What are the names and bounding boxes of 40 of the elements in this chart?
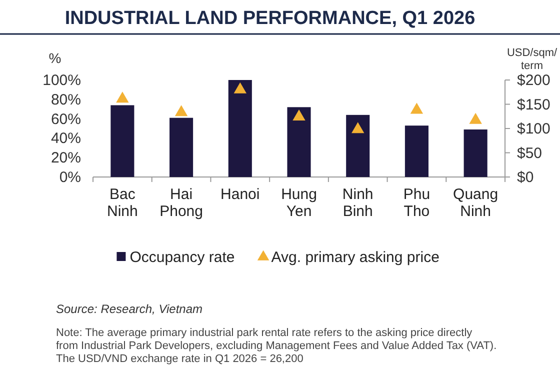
y2-tick-label: $50 [517, 144, 542, 162]
legend-label: Avg. primary asking price [271, 249, 440, 266]
y-tick-label: 100% [42, 72, 81, 89]
bar [228, 80, 252, 177]
bar [287, 107, 311, 177]
bar [464, 129, 488, 177]
y2-tick-label: $0 [517, 169, 534, 186]
y2-tick-label: $200 [517, 72, 550, 89]
point [234, 82, 246, 94]
bar [110, 105, 134, 177]
y-tick-label: 60% [50, 110, 81, 128]
point [469, 112, 482, 124]
y-axis-title: % [48, 50, 62, 66]
text: The USD/VND exchange rate in Q1 2026 = 26,200 [56, 353, 304, 365]
point [410, 102, 424, 114]
legend-label: Occupancy rate [130, 249, 235, 266]
x-tick-label: Hung Yen [281, 186, 317, 220]
y2-tick-label: $100 [517, 120, 550, 138]
x-tick-label: Quang Ninh [453, 186, 498, 220]
point [292, 110, 306, 121]
y-tick-label: 40% [50, 130, 81, 148]
point [116, 92, 129, 103]
source-note: Source: Research, Vietnam [56, 302, 203, 316]
bar [346, 114, 370, 177]
point [174, 105, 188, 116]
bar [404, 126, 428, 177]
x-tick-label: Bac Ninh [107, 186, 138, 220]
text: Note: The average primary industrial park rental rate refers to the asking price directly from Industrial Park Developers, excluding Management Fees and Value Added Tax (VAT). [56, 327, 497, 352]
chart-title: INDUSTRIAL LAND PERFORMANCE, Q1 2026 [64, 8, 476, 29]
x-tick-label: Hai Phong [160, 186, 203, 220]
x-tick-label: Ninh Binh [342, 186, 374, 220]
bar [170, 118, 194, 177]
y-tick-label: 20% [50, 150, 81, 167]
y-tick-label: 80% [50, 91, 81, 108]
x-tick-label: Hanoi [220, 186, 260, 203]
y2-tick-label: $150 [517, 96, 550, 114]
x-tick-label: Phu Tho [403, 186, 430, 220]
point [352, 122, 364, 134]
y-tick-label: 0% [59, 169, 81, 186]
y2-axis-title: USD/sqm/ term [506, 47, 558, 72]
